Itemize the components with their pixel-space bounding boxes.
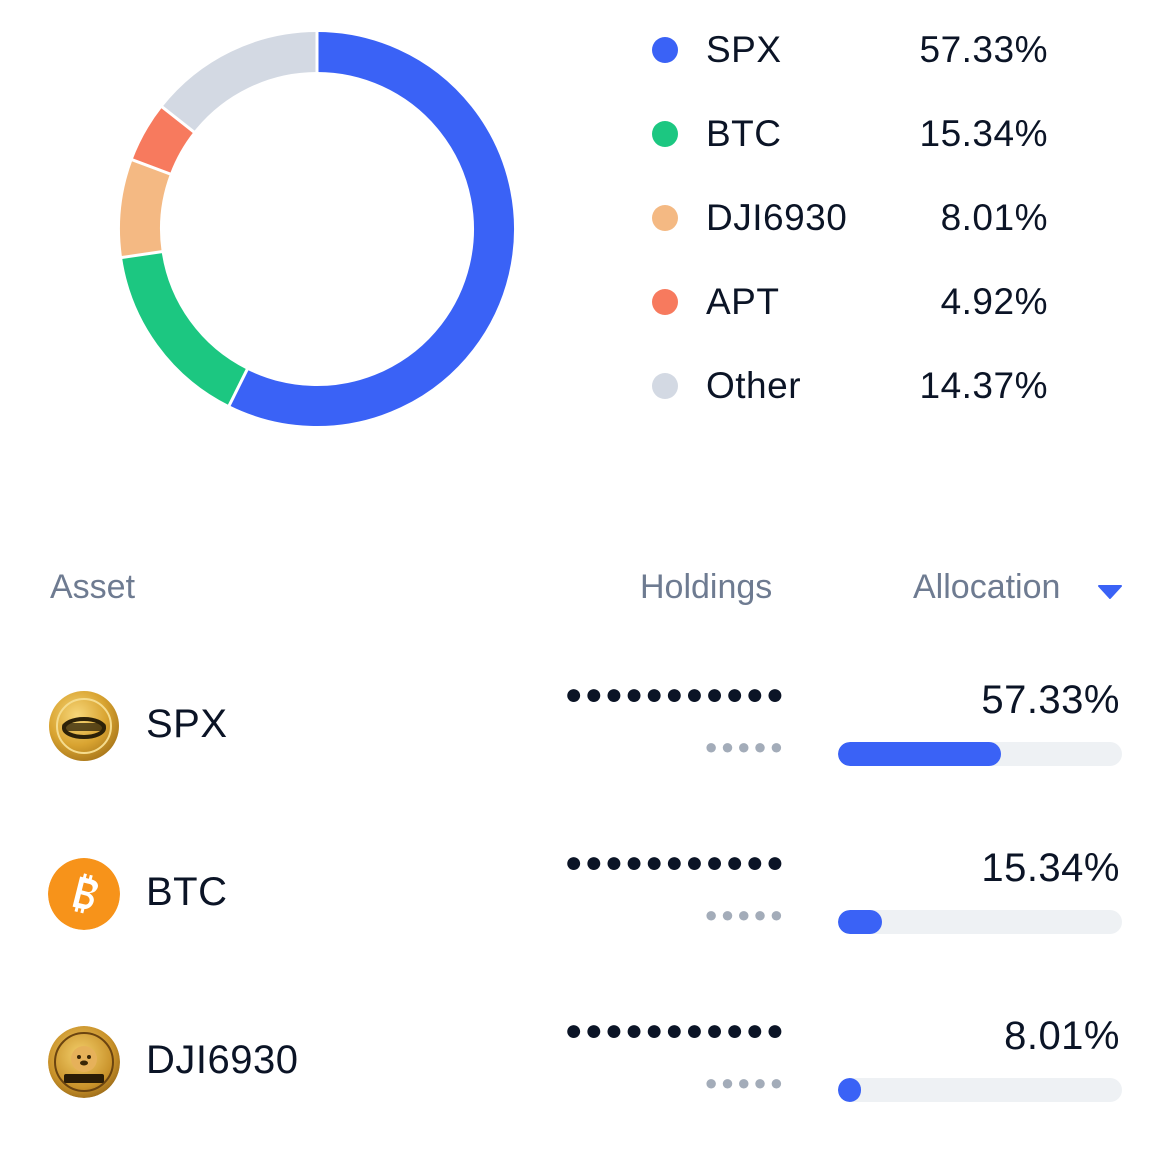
holdings-amount-masked: ●●●●●●●●●●● <box>564 678 786 711</box>
column-header-holdings[interactable]: Holdings <box>640 568 773 606</box>
holdings-value-masked: ●●●●● <box>704 902 786 927</box>
spx-coin-icon <box>48 690 120 762</box>
donut-separator <box>130 157 173 177</box>
allocation-bar-fill <box>838 910 882 934</box>
column-header-asset[interactable]: Asset <box>50 568 136 606</box>
legend-percent: 4.92% <box>940 281 1048 322</box>
legend-dot <box>652 205 678 231</box>
allocation-bar <box>838 910 1122 934</box>
donut-segment-dji6930 <box>120 159 171 258</box>
legend-percent: 14.37% <box>919 365 1048 406</box>
allocation-donut-chart <box>119 30 514 426</box>
dji6930-coin-icon <box>48 1026 120 1098</box>
legend-item-apt: APT 4.92% <box>652 260 1052 344</box>
allocation-bar <box>838 1078 1122 1102</box>
holdings-amount-masked: ●●●●●●●●●●● <box>564 846 786 879</box>
legend-dot <box>652 373 678 399</box>
legend-label: Other <box>706 365 802 406</box>
donut-separator <box>159 104 197 135</box>
allocation-bar <box>838 742 1122 766</box>
allocation-bar-fill <box>838 742 1001 766</box>
legend-item-spx: SPX 57.33% <box>652 8 1052 92</box>
legend-dot <box>652 121 678 147</box>
allocation-percent: 15.34% <box>981 846 1120 890</box>
allocation-bar-fill <box>838 1078 861 1102</box>
legend-item-dji6930: DJI6930 8.01% <box>652 176 1052 260</box>
asset-row-dji6930[interactable]: DJI6930 ●●●●●●●●●●● ●●●●● 8.01% <box>0 990 1170 1158</box>
holdings-value-masked: ●●●●● <box>704 1070 786 1095</box>
donut-segment-spx <box>229 32 514 426</box>
legend-label: DJI6930 <box>706 197 848 238</box>
asset-name: SPX <box>146 702 228 746</box>
legend-item-other: Other 14.37% <box>652 344 1052 428</box>
allocation-percent: 57.33% <box>981 678 1120 722</box>
asset-row-spx[interactable]: SPX ●●●●●●●●●●● ●●●●● 57.33% <box>0 654 1170 822</box>
holdings-value-masked: ●●●●● <box>704 734 786 759</box>
legend-percent: 15.34% <box>919 113 1048 154</box>
donut-separator <box>227 367 250 408</box>
asset-name: DJI6930 <box>146 1038 299 1082</box>
caret-down-icon[interactable] <box>1097 584 1123 600</box>
donut-segment-btc <box>122 251 248 406</box>
legend-label: BTC <box>706 113 782 154</box>
legend-label: SPX <box>706 29 782 70</box>
bitcoin-icon <box>48 858 120 930</box>
legend-dot <box>652 289 678 315</box>
legend-item-btc: BTC 15.34% <box>652 92 1052 176</box>
donut-segment-apt <box>132 107 195 175</box>
allocation-percent: 8.01% <box>1004 1014 1120 1058</box>
asset-name: BTC <box>146 870 228 914</box>
legend-label: APT <box>706 281 780 322</box>
holdings-amount-masked: ●●●●●●●●●●● <box>564 1014 786 1047</box>
donut-separator <box>119 249 164 260</box>
legend-percent: 57.33% <box>919 29 1048 70</box>
asset-row-btc[interactable]: BTC ●●●●●●●●●●● ●●●●● 15.34% <box>0 822 1170 990</box>
legend-percent: 8.01% <box>940 197 1048 238</box>
legend-dot <box>652 37 678 63</box>
donut-segment-other <box>162 32 318 133</box>
column-header-allocation[interactable]: Allocation <box>913 568 1061 606</box>
